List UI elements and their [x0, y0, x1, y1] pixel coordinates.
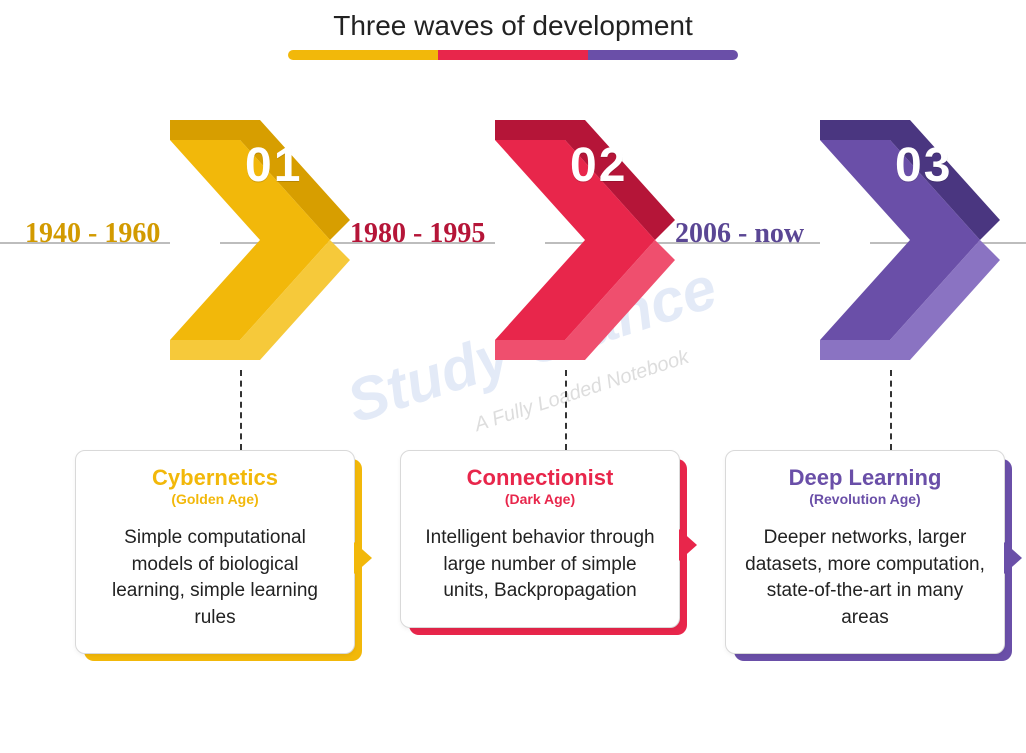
card-3-subtitle: (Revolution Age) — [744, 491, 986, 507]
card-2-subtitle: (Dark Age) — [419, 491, 661, 507]
page-title: Three waves of development — [0, 10, 1026, 42]
card-2-body: Intelligent behavior through large numbe… — [419, 525, 661, 605]
wave-2-number: 02 — [570, 138, 627, 193]
title-bar-seg-3 — [588, 50, 738, 60]
card-2-arrow-icon — [679, 529, 697, 561]
card-deep-learning: Deep Learning (Revolution Age) Deeper ne… — [725, 450, 1005, 654]
connector-2 — [565, 370, 567, 450]
wave-3-number: 03 — [895, 138, 952, 193]
waves-row: 1940 - 1960 01 1980 - 1995 02 2006 - now — [0, 120, 1026, 380]
card-3-arrow-icon — [1004, 542, 1022, 574]
title-bar-seg-2 — [438, 50, 588, 60]
card-3-body: Deeper networks, larger datasets, more c… — [744, 525, 986, 631]
card-1-title: Cybernetics — [94, 465, 336, 491]
connector-1 — [240, 370, 242, 450]
wave-1-range: 1940 - 1960 — [20, 218, 190, 250]
card-connectionist: Connectionist (Dark Age) Intelligent beh… — [400, 450, 680, 628]
card-1-body: Simple computational models of biologica… — [94, 525, 336, 631]
card-cybernetics: Cybernetics (Golden Age) Simple computat… — [75, 450, 355, 654]
title-underline-bar — [288, 50, 738, 60]
card-1-arrow-icon — [354, 542, 372, 574]
card-2-title: Connectionist — [419, 465, 661, 491]
wave-1-number: 01 — [245, 138, 302, 193]
wave-1: 1940 - 1960 01 — [20, 120, 340, 380]
wave-2-range: 1980 - 1995 — [345, 218, 515, 250]
connector-3 — [890, 370, 892, 450]
wave-3-range: 2006 - now — [670, 218, 840, 250]
wave-2: 1980 - 1995 02 — [345, 120, 665, 380]
card-1-subtitle: (Golden Age) — [94, 491, 336, 507]
card-3-title: Deep Learning — [744, 465, 986, 491]
wave-3: 2006 - now 03 — [670, 120, 990, 380]
title-bar-seg-1 — [288, 50, 438, 60]
